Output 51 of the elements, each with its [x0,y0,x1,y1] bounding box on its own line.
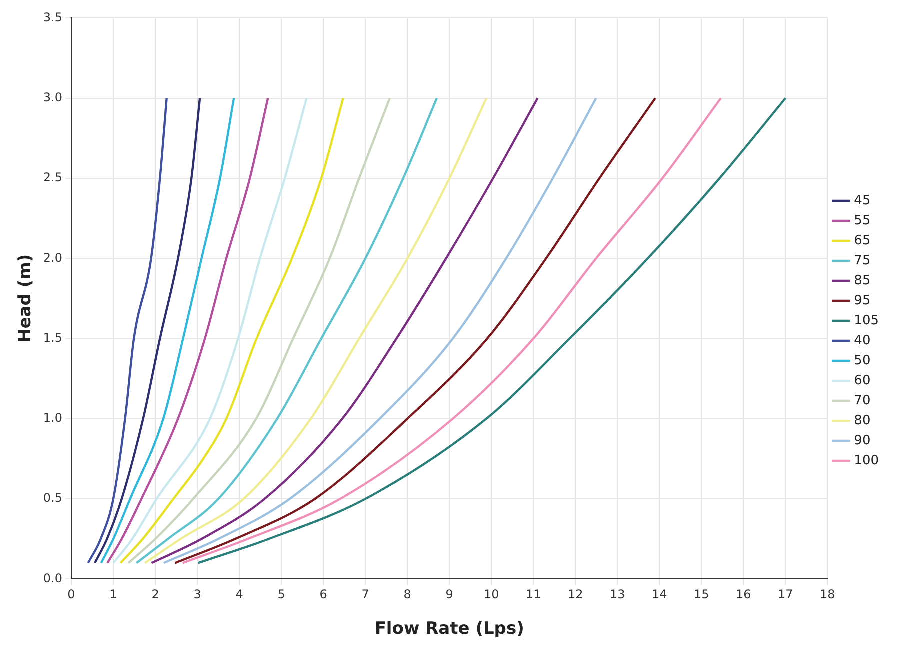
y-tick-label: 2.5 [43,170,62,185]
x-tick-label: 16 [736,588,752,602]
legend-label: 90 [854,433,871,448]
line-series [120,97,344,564]
line-series [94,97,202,564]
x-tick-label: 7 [362,588,370,602]
legend-label: 65 [854,233,871,248]
x-tick-label: 14 [652,588,668,602]
x-tick-label: 8 [404,588,412,602]
line-series [106,97,270,564]
x-tick-label: 3 [194,588,202,602]
legend-label: 45 [854,193,871,208]
y-tick-label: 3.0 [43,90,62,104]
x-tick-label: 18 [820,588,836,602]
legend-label: 100 [854,453,880,468]
x-tick-label: 13 [610,588,626,602]
legend-label: 105 [854,313,880,328]
legend-label: 95 [854,293,871,308]
x-tick-label: 12 [568,588,584,602]
legend-label: 60 [854,373,871,388]
legend-label: 80 [854,413,871,428]
legend-label: 75 [854,253,871,268]
x-tick-label: 15 [694,588,710,602]
legend-label: 85 [854,273,871,288]
line-series [100,97,236,564]
x-tick-label: 17 [778,588,794,602]
y-tick-label: 0.0 [43,571,62,586]
x-tick-label: 2 [152,588,160,602]
line-series [87,97,168,564]
line-series [136,97,438,564]
y-axis-title: Head (m) [16,254,36,343]
legend-label: 55 [854,213,871,228]
x-tick-label: 6 [320,588,328,602]
x-tick-label: 4 [236,588,244,602]
y-tick-label: 1.5 [43,330,62,345]
x-axis-title: Flow Rate (Lps) [374,619,524,640]
line-series [128,97,392,564]
legend-label: 50 [854,353,871,368]
x-tick-label: 10 [484,588,500,602]
y-tick-label: 2.0 [43,250,62,265]
x-tick-label: 1 [110,588,118,602]
x-tick-label: 0 [68,588,76,602]
y-tick-label: 3.5 [43,10,62,24]
line-series [112,97,308,564]
y-tick-label: 0.5 [43,491,62,506]
x-tick-label: 5 [278,588,286,602]
legend-label: 70 [854,393,871,408]
x-tick-label: 11 [526,588,542,602]
x-tick-label: 9 [446,588,454,602]
legend-label: 40 [854,333,871,348]
y-tick-label: 1.0 [43,411,62,426]
